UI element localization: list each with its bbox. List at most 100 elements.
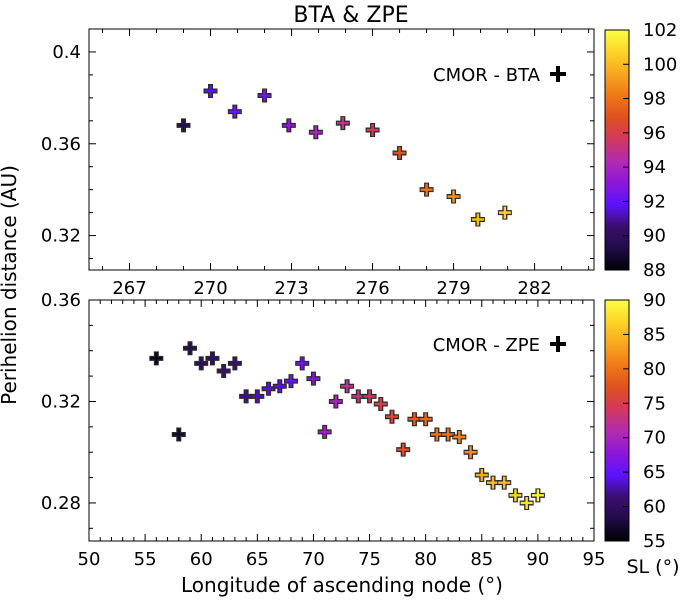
data-point-fill	[309, 126, 322, 139]
data-point	[203, 83, 218, 98]
data-point-fill	[442, 428, 455, 441]
colorbar-tick-label: 96	[643, 123, 666, 144]
data-point-fill	[285, 375, 297, 388]
data-point	[446, 189, 461, 204]
data-point-fill	[240, 390, 253, 403]
data-point-fill	[471, 213, 484, 226]
x-tick-label: 80	[414, 549, 437, 570]
data-point	[281, 118, 296, 133]
data-point-fill	[520, 496, 533, 509]
data-point	[194, 356, 209, 371]
data-point	[519, 495, 534, 510]
data-point-fill	[464, 446, 477, 459]
data-point-fill	[408, 413, 421, 426]
data-point-fill	[374, 398, 387, 411]
data-point-fill	[262, 382, 275, 395]
x-tick-label: 60	[190, 549, 213, 570]
data-point	[396, 442, 411, 457]
data-point-fill	[195, 357, 208, 370]
y-tick-label: 0.28	[41, 493, 81, 514]
x-tick-label: 55	[134, 549, 157, 570]
legend-label: CMOR - ZPE	[433, 335, 540, 356]
x-tick-label: 95	[583, 549, 606, 570]
data-point	[373, 397, 388, 412]
data-point-fill	[430, 428, 443, 441]
data-point	[183, 341, 197, 356]
colorbar-tick-label: 100	[643, 54, 677, 75]
colorbar	[604, 29, 630, 271]
data-point-fill	[307, 372, 320, 385]
colorbar-tick-label: 80	[643, 359, 666, 380]
colorbar-tick-label: 60	[643, 497, 666, 518]
data-point-fill	[366, 123, 379, 136]
colorbar-tick-label: 70	[643, 428, 666, 449]
data-point	[362, 389, 377, 404]
data-point	[295, 356, 310, 371]
data-point	[272, 379, 287, 394]
data-point-fill	[397, 443, 410, 456]
data-point-fill	[386, 410, 398, 423]
data-point-fill	[352, 390, 365, 403]
data-point-fill	[341, 380, 354, 393]
data-point	[227, 104, 242, 119]
x-tick-label: 270	[193, 278, 227, 299]
data-point	[530, 488, 545, 503]
data-point-fill	[393, 146, 406, 159]
y-tick-label: 0.36	[41, 290, 81, 311]
y-tick-label: 0.32	[41, 391, 81, 412]
data-point-fill	[419, 413, 432, 426]
data-point	[441, 427, 456, 442]
data-point-fill	[531, 489, 544, 502]
colorbar-tick-label: 55	[643, 531, 666, 552]
data-point-fill	[329, 395, 342, 408]
data-point	[328, 394, 343, 409]
data-point-fill	[184, 342, 196, 355]
x-tick-label: 75	[358, 549, 381, 570]
data-point	[308, 125, 323, 140]
data-point	[171, 427, 186, 442]
data-point	[474, 468, 489, 483]
data-point	[257, 88, 272, 103]
data-point	[463, 445, 478, 460]
data-point	[227, 356, 242, 371]
bottom-panel: 50 55 60 65 70 75 80 85 90 95 0.28 0.32 0.36 CMOR - Z…	[41, 290, 666, 570]
colorbar-tick-label: 98	[643, 89, 666, 110]
data-point-fill	[487, 476, 499, 489]
x-tick-label: 282	[517, 278, 551, 299]
data-point-fill	[420, 183, 433, 196]
data-point	[497, 475, 512, 490]
colorbar-tick-label: 88	[643, 260, 666, 281]
legend-label: CMOR - BTA	[433, 65, 541, 86]
colorbar-tick-label: 65	[643, 462, 666, 483]
data-point	[284, 374, 298, 389]
colorbar-tick-label: 75	[643, 393, 666, 414]
plot-frame	[88, 299, 595, 542]
data-point-fill	[282, 119, 295, 132]
data-point	[385, 409, 399, 424]
data-point	[365, 122, 380, 137]
x-tick-label: 70	[302, 549, 325, 570]
data-point-fill	[150, 352, 163, 365]
data-point-fill	[296, 357, 309, 370]
data-point	[470, 212, 485, 227]
colorbar-tick-label: 102	[643, 20, 677, 41]
data-point	[176, 118, 191, 133]
data-point-fill	[318, 425, 331, 438]
colorbar-tick-label: 85	[643, 324, 666, 345]
y-axis-label: Perihelion distance (AU)	[0, 165, 21, 405]
data-point	[392, 145, 407, 160]
y-tick-label: 0.36	[41, 134, 81, 155]
data-point	[508, 488, 523, 503]
legend-marker	[550, 336, 566, 352]
data-point	[261, 381, 276, 396]
legend-marker	[550, 66, 566, 82]
data-point	[306, 371, 321, 386]
colorbar-tick-label: 90	[643, 290, 666, 311]
x-tick-label: 85	[470, 549, 493, 570]
data-point-fill	[228, 357, 241, 370]
data-point-fill	[177, 119, 190, 132]
chart-title: BTA & ZPE	[293, 3, 408, 28]
y-tick-label: 0.4	[52, 42, 81, 63]
data-point	[340, 379, 355, 394]
